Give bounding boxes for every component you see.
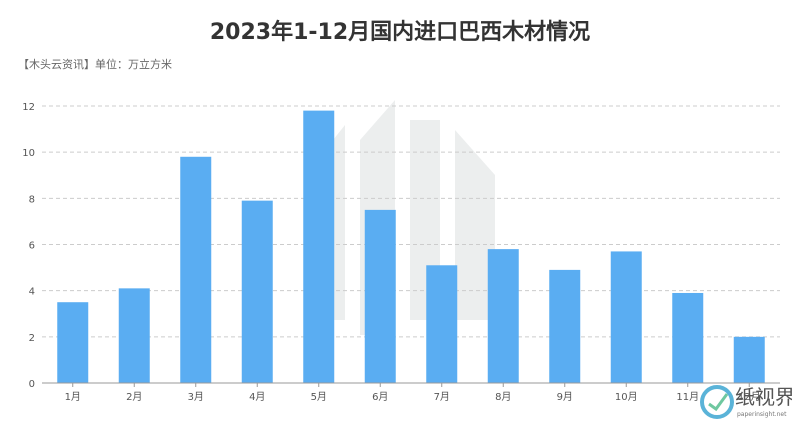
x-tick-label: 9月 xyxy=(557,391,573,403)
y-tick-label: 0 xyxy=(29,379,35,390)
x-tick-label: 5月 xyxy=(311,391,327,403)
watermark-logo-icon xyxy=(700,385,734,419)
chart-subtitle: 【木头云资讯】单位：万立方米 xyxy=(18,58,172,71)
x-tick-label: 1月 xyxy=(65,391,81,403)
bar xyxy=(57,302,89,383)
bar xyxy=(610,251,642,383)
x-tick-label: 3月 xyxy=(188,391,204,403)
x-tick-label: 6月 xyxy=(372,391,388,403)
x-tick-label: 8月 xyxy=(495,391,511,403)
x-tick-label: 11月 xyxy=(676,391,699,403)
bar xyxy=(672,292,704,383)
watermark-url: paperinsight.net xyxy=(737,411,787,418)
bar xyxy=(733,336,765,383)
y-tick-label: 12 xyxy=(22,102,35,113)
y-tick-label: 10 xyxy=(22,148,35,159)
y-tick-label: 2 xyxy=(29,333,35,344)
watermark-text: 纸视界 xyxy=(735,385,792,409)
x-tick-label: 4月 xyxy=(249,391,265,403)
bar xyxy=(487,249,519,383)
bar xyxy=(118,288,150,383)
x-tick-label: 7月 xyxy=(434,391,450,403)
x-tick-label: 12月 xyxy=(738,391,761,403)
watermark-logo: 纸视界 paperinsight.net xyxy=(700,385,792,419)
y-tick-label: 8 xyxy=(29,194,35,205)
bar xyxy=(426,265,458,383)
bar xyxy=(364,209,396,383)
bar xyxy=(241,200,273,383)
bar xyxy=(303,110,335,383)
bar xyxy=(180,156,212,383)
x-tick-label: 2月 xyxy=(126,391,142,403)
y-tick-label: 4 xyxy=(29,287,35,298)
bar xyxy=(549,269,581,383)
y-tick-label: 6 xyxy=(29,241,35,252)
x-tick-label: 10月 xyxy=(615,391,638,403)
chart-title: 2023年1-12月国内进口巴西木材情况 xyxy=(209,20,591,45)
